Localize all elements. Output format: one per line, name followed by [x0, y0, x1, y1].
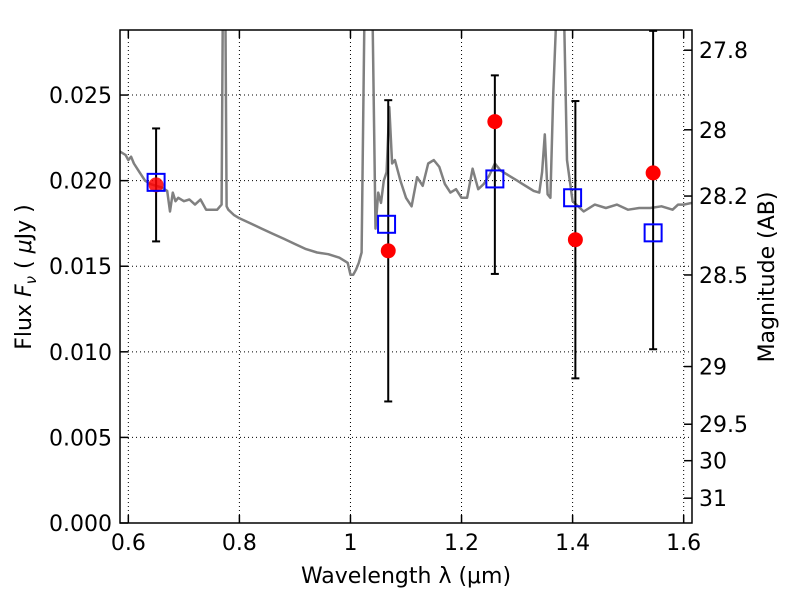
observed-point [380, 243, 396, 259]
y2-tick-label: 28.5 [699, 264, 748, 289]
x-tick-label: 1.2 [444, 531, 479, 556]
points-layer [146, 114, 663, 259]
y2-axis-label: Magnitude (AB) [755, 192, 780, 363]
model-sed-line [120, 30, 692, 277]
y2-tick-label: 29 [699, 356, 727, 381]
y-tick-label: 0.025 [49, 84, 112, 109]
y2-tick-label: 28.2 [699, 185, 748, 210]
x-axis-label: Wavelength λ (μm) [301, 564, 511, 589]
observed-point [487, 114, 503, 130]
x-tick-label: 1 [343, 531, 357, 556]
axis-ticks: 0.6 0.8 1 1.2 1.4 1.6 0.000 0.005 0.010 0.015 0.02… [49, 30, 748, 556]
x-tick-label: 1.6 [666, 531, 701, 556]
y-tick-label: 0.000 [49, 512, 112, 537]
model-photometry-square [146, 172, 166, 192]
y2-tick-label: 29.5 [699, 413, 748, 438]
model-photometry-square [485, 169, 505, 189]
model-photometry-square [643, 223, 663, 243]
grid-lines [120, 30, 692, 523]
x-tick-label: 1.4 [555, 531, 590, 556]
observed-point [645, 165, 661, 181]
y-tick-label: 0.015 [49, 255, 112, 280]
y2-tick-label: 28 [699, 119, 727, 144]
y-tick-label: 0.010 [49, 341, 112, 366]
model-photometry-square [377, 214, 397, 234]
x-tick-label: 0.6 [111, 531, 146, 556]
y-axis-label: Flux Fν ( μJy ) [12, 204, 40, 349]
x-tick-label: 0.8 [222, 531, 257, 556]
error-bars-layer [152, 29, 658, 403]
y2-tick-label: 27.8 [699, 39, 748, 64]
axes-box [119, 29, 693, 524]
model-sed-layer [120, 30, 692, 277]
y-tick-label: 0.005 [49, 426, 112, 451]
y2-tick-label: 31 [699, 487, 727, 512]
y2-tick-label: 30 [699, 450, 727, 475]
observed-point [148, 177, 164, 193]
plot-frame [119, 29, 693, 524]
y-tick-label: 0.020 [49, 170, 112, 195]
model-photometry-square [563, 188, 583, 208]
observed-point [567, 232, 583, 248]
